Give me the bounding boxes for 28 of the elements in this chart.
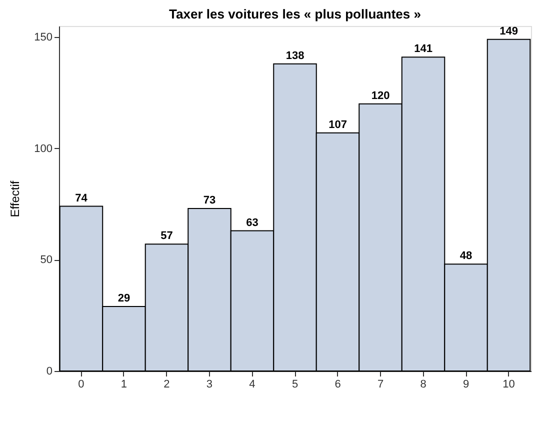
data-label: 57 xyxy=(160,230,173,242)
y-axis-title: Effectif xyxy=(8,180,22,218)
x-tick-label: 2 xyxy=(164,378,170,390)
y-tick-label: 150 xyxy=(34,32,52,44)
data-label: 120 xyxy=(371,90,390,102)
data-label: 73 xyxy=(203,194,216,207)
x-tick-label: 8 xyxy=(420,378,426,390)
data-label: 149 xyxy=(500,25,518,38)
x-tick-label: 5 xyxy=(292,378,298,390)
x-tick-label: 3 xyxy=(206,378,213,390)
data-label: 74 xyxy=(75,192,88,204)
x-tick-label: 4 xyxy=(249,378,256,390)
data-label: 138 xyxy=(286,50,304,62)
data-label: 48 xyxy=(460,250,472,262)
y-tick-label: 0 xyxy=(46,366,52,378)
x-tick-label: 7 xyxy=(377,378,384,390)
chart-title: Taxer les voitures les « plus polluantes » xyxy=(169,6,421,22)
data-label: 63 xyxy=(246,216,258,229)
x-tick-label: 10 xyxy=(502,378,515,390)
x-tick-label: 6 xyxy=(334,378,341,390)
data-label: 107 xyxy=(328,118,347,131)
x-tick-label: 0 xyxy=(78,378,84,390)
x-tick-label: 1 xyxy=(120,378,128,390)
data-label: 29 xyxy=(118,292,130,304)
data-label: 141 xyxy=(414,43,432,56)
x-tick-label: 9 xyxy=(462,378,470,390)
y-tick-label: 100 xyxy=(34,142,52,155)
y-tick-label: 50 xyxy=(40,254,52,266)
